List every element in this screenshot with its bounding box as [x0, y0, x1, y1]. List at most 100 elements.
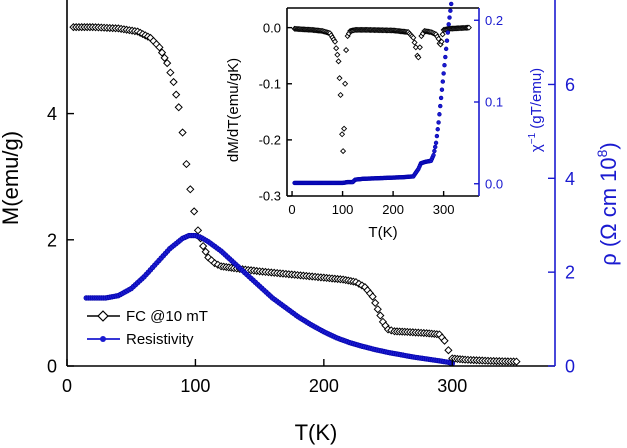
data-point [439, 87, 445, 92]
x-tick-label: 200 [382, 202, 404, 217]
right-y-tick-label: 4 [565, 169, 575, 189]
inset-right-y-label-prefix: χ [528, 144, 545, 152]
data-point [435, 35, 442, 42]
x-tick-label: 200 [309, 376, 339, 396]
inset-left-y-ticks: 0.0 -0.1 -0.2 -0.3 [259, 20, 292, 204]
right-y-tick-label: 0.2 [485, 13, 503, 28]
data-point [412, 44, 419, 51]
main-x-axis-label: T(K) [295, 420, 338, 445]
data-point [416, 44, 423, 51]
main-right-y-label-prefix: ρ (Ω cm 10 [596, 157, 621, 265]
left-y-tick-label: 0.0 [263, 20, 281, 35]
inset-dmdt-series [291, 24, 472, 155]
data-point [431, 152, 436, 158]
right-y-tick-label: 2 [565, 263, 575, 283]
inset-right-y-label-suffix: (gT/emu) [528, 68, 545, 133]
data-point [441, 71, 446, 76]
data-point [438, 38, 445, 45]
right-y-tick-label: 0 [565, 356, 575, 376]
x-tick-label: 100 [332, 202, 354, 217]
main-right-y-label-exponent: 8 [594, 149, 610, 157]
inset-x-ticks: 0 100 200 300 [288, 191, 454, 217]
inset-inverse-susceptibility-series [292, 1, 454, 186]
data-point [339, 131, 346, 138]
legend-resistivity-marker [100, 336, 106, 342]
left-y-tick-label: -0.1 [259, 76, 281, 91]
x-tick-label: 100 [180, 376, 210, 396]
data-point [465, 24, 472, 31]
data-point [337, 91, 344, 99]
left-y-tick-label: 2 [47, 230, 57, 250]
right-y-tick-label: 0.0 [485, 176, 503, 191]
data-point [190, 207, 199, 216]
main-left-y-ticks: 0 2 4 [47, 104, 74, 376]
legend-fc-label: FC @10 mT [126, 308, 208, 325]
data-point [446, 22, 451, 27]
data-point [444, 38, 450, 43]
data-point [415, 54, 422, 61]
inset-left-y-axis-label: dM/dT(emu/gK) [225, 58, 242, 162]
data-point [178, 128, 187, 137]
left-y-tick-label: -0.2 [259, 133, 281, 148]
left-y-tick-label: -0.3 [259, 189, 281, 204]
data-point [335, 58, 342, 65]
data-point [166, 68, 175, 77]
data-point [174, 103, 183, 112]
right-y-tick-label: 6 [565, 75, 575, 95]
x-tick-label: 0 [62, 376, 72, 396]
data-point [432, 148, 437, 154]
left-y-tick-label: 0 [47, 356, 57, 376]
data-point [172, 90, 181, 99]
data-point [371, 298, 380, 308]
main-right-y-axis-label: ρ (Ω cm 108) [594, 142, 621, 266]
data-point [449, 1, 454, 7]
data-point [434, 133, 440, 139]
data-point [437, 112, 442, 117]
data-point [443, 46, 449, 52]
inset-x-axis-label: T(K) [368, 224, 397, 241]
x-tick-label: 300 [437, 376, 467, 396]
data-point [376, 311, 385, 320]
main-resistivity-series [83, 232, 455, 367]
data-point [343, 47, 350, 54]
data-point [169, 77, 178, 87]
main-x-ticks: 0 100 200 300 [62, 359, 467, 396]
main-right-y-ticks: 0 2 4 6 [548, 75, 575, 376]
data-point [334, 51, 341, 58]
data-point [342, 80, 349, 87]
data-point [436, 120, 441, 125]
data-point [445, 30, 451, 35]
data-point [201, 247, 210, 256]
data-point [155, 43, 164, 52]
inset-plot-area [287, 8, 479, 196]
main-left-y-axis-label: M(emu/g) [0, 131, 23, 225]
data-point [160, 53, 169, 62]
data-point [440, 336, 449, 345]
data-point [440, 79, 445, 84]
data-point [186, 185, 195, 194]
main-legend: FC @10 mT Resistivity [87, 308, 208, 348]
data-point [411, 39, 418, 46]
data-point [444, 346, 453, 355]
data-point [442, 63, 447, 68]
data-point [433, 144, 438, 150]
data-point [368, 292, 377, 301]
data-point [163, 58, 172, 68]
data-point [438, 103, 443, 109]
data-point [331, 38, 339, 45]
x-tick-label: 0 [288, 202, 295, 217]
data-point [336, 75, 343, 82]
inset-right-y-ticks: 0.0 0.1 0.2 [474, 13, 503, 191]
legend-resistivity-label: Resistivity [126, 331, 194, 348]
inset-plot: 0 100 200 300 0.0 -0.1 -0.2 -0.3 0.0 0.1 0.2 T(K… [225, 1, 545, 241]
data-point [435, 127, 440, 132]
data-point [199, 241, 208, 251]
data-point [512, 357, 521, 366]
data-point [333, 45, 340, 52]
data-point [433, 140, 439, 146]
data-point [447, 15, 452, 20]
data-point [438, 95, 444, 101]
inset-right-y-label-exponent: −1 [527, 132, 538, 144]
data-point [410, 34, 417, 41]
